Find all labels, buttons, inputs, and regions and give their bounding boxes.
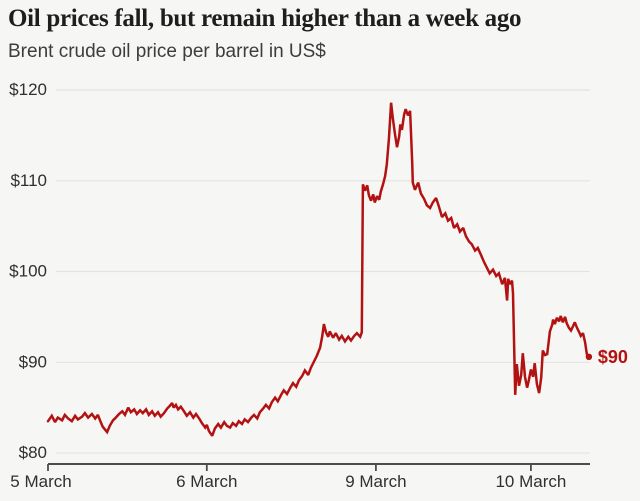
x-axis-tick-label: 6 March: [176, 472, 237, 491]
chart-subtitle: Brent crude oil price per barrel in US$: [8, 41, 326, 62]
y-axis-tick-label: $80: [19, 443, 47, 462]
end-value-label: $90: [598, 347, 628, 367]
end-point-dot: [585, 353, 593, 360]
x-axis-tick-label: 5 March: [10, 472, 71, 491]
x-axis-tick-label: 10 March: [495, 472, 566, 491]
y-axis-tick-label: $120: [9, 80, 47, 99]
x-axis-tick-label: 9 March: [345, 472, 406, 491]
y-axis-tick-label: $110: [10, 171, 47, 190]
price-line-series: [46, 102, 591, 437]
y-axis-tick-label: $90: [19, 352, 47, 371]
y-axis-tick-label: $100: [9, 262, 47, 281]
chart-title: Oil prices fall, but remain higher than …: [8, 5, 522, 32]
